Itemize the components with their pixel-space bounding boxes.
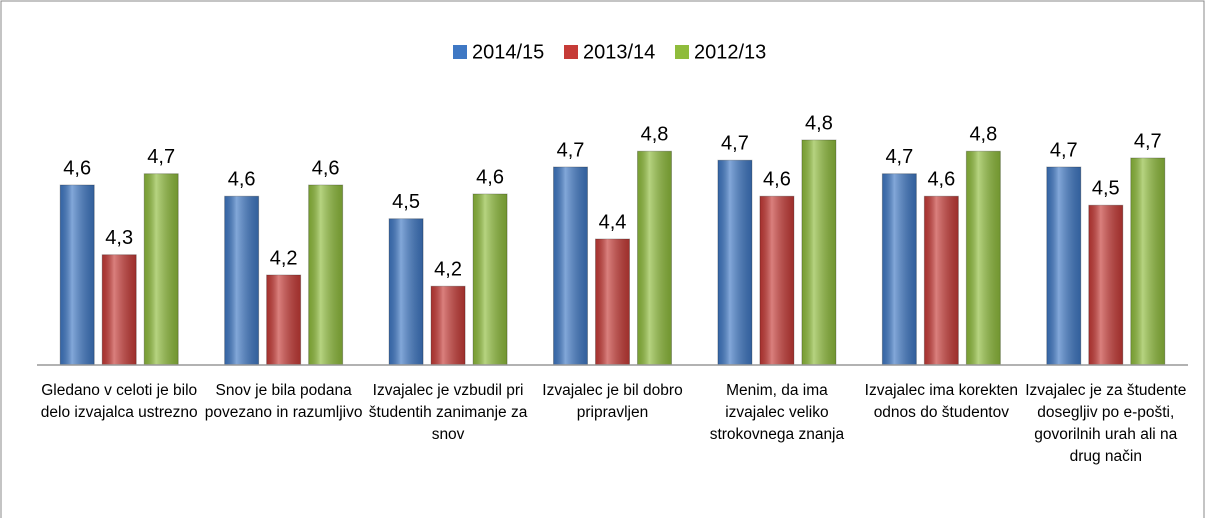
bar bbox=[308, 184, 344, 366]
data-label: 4,7 bbox=[1050, 139, 1078, 161]
bar bbox=[266, 274, 302, 366]
bar bbox=[1046, 166, 1082, 366]
data-label: 4,7 bbox=[1134, 130, 1162, 152]
legend-label: 2013/14 bbox=[583, 41, 655, 63]
data-label: 4,4 bbox=[599, 211, 627, 233]
bar bbox=[553, 166, 588, 366]
bar bbox=[472, 193, 508, 366]
x-tick-label: Izvajalec je vzbudil pri študentih zanim… bbox=[368, 382, 528, 443]
legend-label: 2014/15 bbox=[472, 41, 544, 63]
x-tick-label: Izvajalec je bil dobro pripravljen bbox=[542, 382, 683, 421]
legend-swatch bbox=[675, 45, 689, 59]
bar bbox=[595, 238, 630, 366]
data-label: 4,6 bbox=[312, 157, 340, 179]
bar bbox=[965, 150, 1001, 366]
bar bbox=[59, 184, 95, 366]
data-label: 4,8 bbox=[641, 124, 669, 146]
data-label: 4,7 bbox=[557, 139, 585, 161]
data-label: 4,6 bbox=[476, 166, 504, 188]
data-label: 4,6 bbox=[63, 157, 91, 179]
bar bbox=[801, 139, 837, 366]
bar bbox=[224, 195, 260, 366]
bar bbox=[1088, 204, 1124, 366]
x-tick-label: Izvajalec je za študente dosegljiv po e-… bbox=[1025, 382, 1187, 465]
x-tick-label: Gledano v celoti je bilo delo izvajalca … bbox=[40, 382, 198, 421]
data-label: 4,2 bbox=[270, 247, 298, 269]
data-label: 4,8 bbox=[969, 124, 997, 146]
bar bbox=[923, 195, 959, 366]
bar bbox=[759, 195, 795, 366]
legend-label: 2012/13 bbox=[694, 41, 766, 63]
data-label: 4,6 bbox=[228, 169, 256, 191]
data-label: 4,2 bbox=[434, 259, 462, 281]
bar bbox=[717, 159, 753, 366]
bar bbox=[388, 218, 424, 366]
data-label: 4,6 bbox=[927, 169, 955, 191]
bar bbox=[101, 254, 137, 366]
x-tick-label: Snov je bila podana povezano in razumlji… bbox=[204, 382, 363, 421]
data-label: 4,5 bbox=[1092, 178, 1120, 200]
legend-swatch bbox=[564, 45, 578, 59]
data-label: 4,8 bbox=[805, 112, 833, 134]
bar bbox=[1130, 157, 1166, 366]
data-label: 4,7 bbox=[885, 146, 913, 168]
data-label: 4,6 bbox=[763, 169, 791, 191]
data-label: 4,7 bbox=[147, 146, 175, 168]
data-label: 4,5 bbox=[392, 191, 420, 213]
bar bbox=[637, 150, 672, 366]
bar bbox=[143, 173, 179, 366]
data-label: 4,3 bbox=[105, 227, 133, 249]
bar bbox=[881, 173, 917, 366]
bar bbox=[430, 285, 466, 366]
legend-swatch bbox=[453, 45, 467, 59]
data-label: 4,7 bbox=[721, 133, 749, 155]
x-tick-label: Izvajalec ima korekten odnos do študento… bbox=[864, 382, 1019, 421]
x-tick-label: Menim, da ima izvajalec veliko strokovne… bbox=[709, 382, 845, 443]
